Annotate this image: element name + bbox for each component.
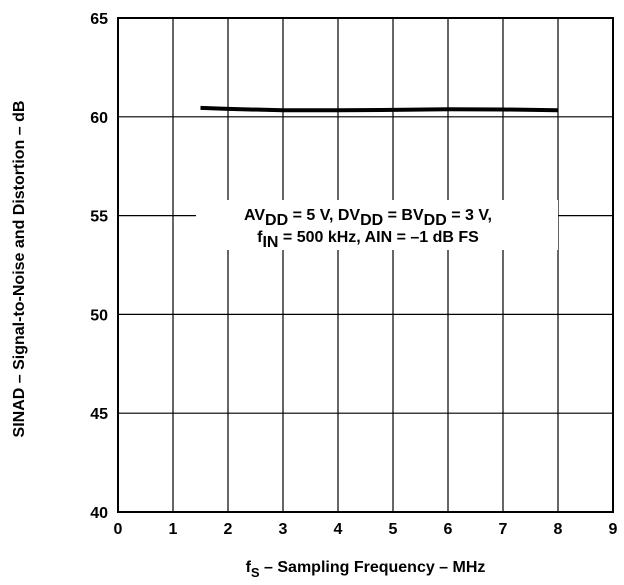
annotation-subscript: DD xyxy=(424,212,447,229)
y-tick-label: 65 xyxy=(90,11,108,28)
y-tick-label: 60 xyxy=(90,110,108,127)
x-tick-label: 3 xyxy=(279,521,288,538)
annotation-background xyxy=(196,200,558,250)
plot-frame xyxy=(117,17,614,513)
x-tick-labels: 0 1 2 3 4 5 6 7 8 9 xyxy=(114,521,618,538)
x-tick-label: 4 xyxy=(334,521,343,538)
x-axis-label-main: f xyxy=(246,559,252,576)
x-tick-label: 7 xyxy=(499,521,508,538)
annotation-subscript: DD xyxy=(265,212,288,229)
x-tick-label: 8 xyxy=(554,521,563,538)
annotation-text: = 5 V, DV xyxy=(288,207,360,224)
annotation-text: AV xyxy=(244,207,265,224)
x-tick-label: 0 xyxy=(114,521,123,538)
x-axis-label: fS – Sampling Frequency – MHz xyxy=(246,559,486,580)
annotation: AVDD = 5 V, DVDD = BVDD = 3 V, fIN = 500… xyxy=(196,200,558,251)
y-tick-label: 50 xyxy=(90,307,108,324)
annotation-line-2: fIN = 500 kHz, AIN = –1 dB FS xyxy=(257,229,479,251)
annotation-subscript: DD xyxy=(360,212,383,229)
x-axis-label-sub: S xyxy=(251,565,260,580)
y-tick-labels: 40 45 50 55 60 65 xyxy=(90,11,108,522)
x-axis-label-rest: – Sampling Frequency – MHz xyxy=(260,559,486,576)
x-tick-label: 2 xyxy=(224,521,233,538)
y-tick-label: 40 xyxy=(90,505,108,522)
y-tick-label: 55 xyxy=(90,209,108,226)
annotation-text: = 500 kHz, AIN = –1 dB FS xyxy=(278,229,479,246)
x-tick-label: 5 xyxy=(389,521,398,538)
x-tick-label: 6 xyxy=(444,521,453,538)
annotation-text: f xyxy=(257,229,263,246)
annotation-subscript: IN xyxy=(262,234,278,251)
y-axis-label: SINAD – Signal-to-Noise and Distortion –… xyxy=(11,101,28,438)
data-series xyxy=(200,105,559,113)
grid-lines xyxy=(117,17,614,513)
series-line xyxy=(200,105,559,113)
x-tick-label: 1 xyxy=(169,521,178,538)
annotation-text: = 3 V, xyxy=(447,207,492,224)
annotation-line-1: AVDD = 5 V, DVDD = BVDD = 3 V, xyxy=(244,207,492,229)
annotation-text: = BV xyxy=(383,207,424,224)
x-tick-label: 9 xyxy=(609,521,618,538)
y-tick-label: 45 xyxy=(90,406,108,423)
